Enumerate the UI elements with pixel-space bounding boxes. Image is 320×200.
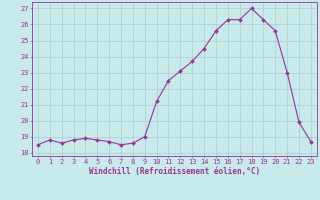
- X-axis label: Windchill (Refroidissement éolien,°C): Windchill (Refroidissement éolien,°C): [89, 167, 260, 176]
